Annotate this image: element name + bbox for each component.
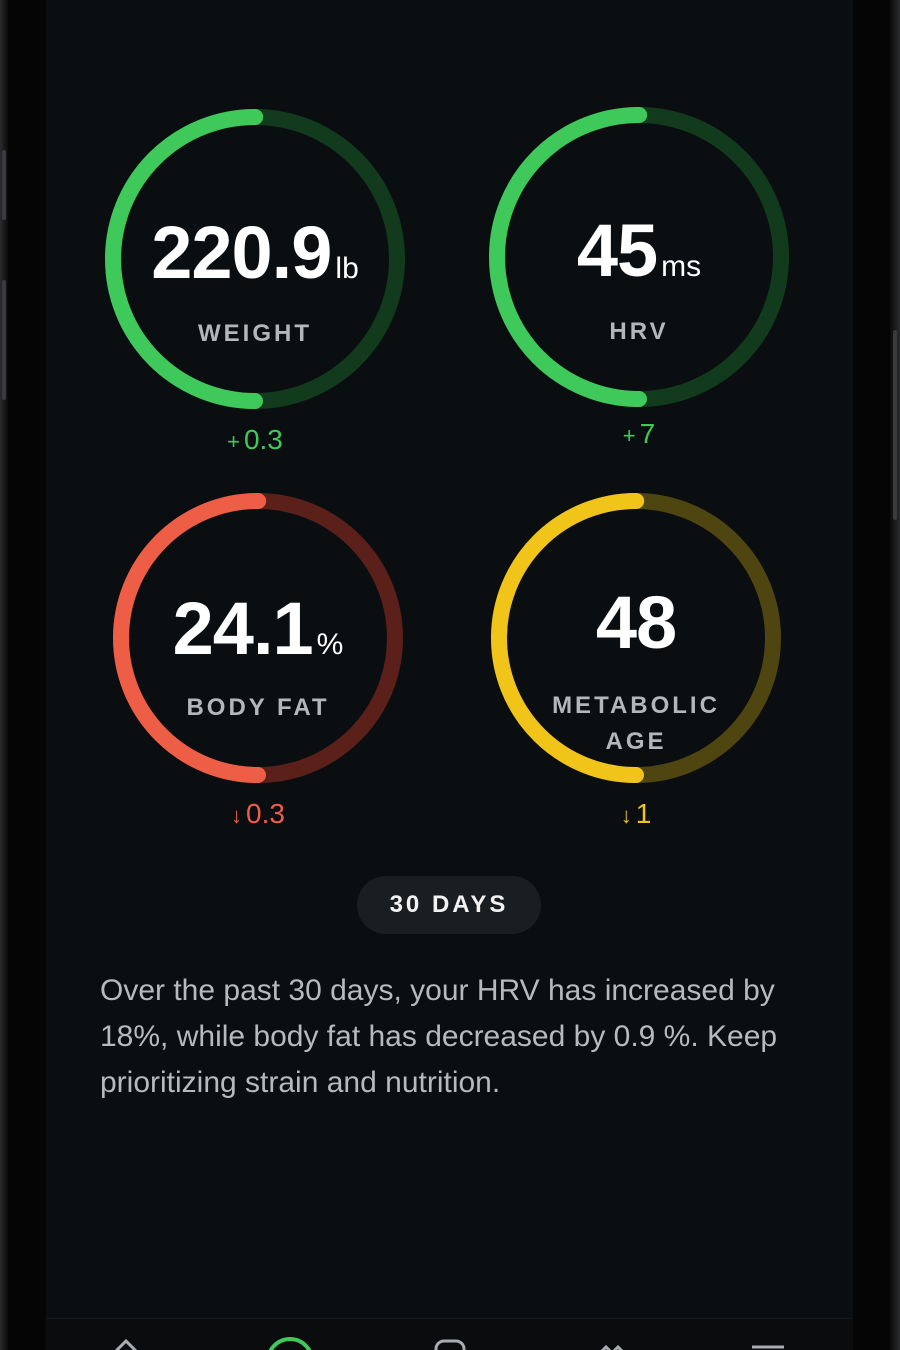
metabolic-age-card[interactable]: 48 METABOLIC AGE ↓ 1	[486, 490, 796, 870]
hrv-label: HRV	[484, 314, 794, 350]
body-fat-label: BODY FAT	[108, 690, 408, 726]
hrv-ring	[489, 107, 789, 407]
weight-label: WEIGHT	[100, 316, 410, 352]
phone-bezel-left	[0, 0, 8, 1350]
arrow-down-icon: ↓	[620, 803, 632, 828]
body-fat-ring-progress	[113, 493, 403, 783]
nav-health[interactable]	[592, 1333, 632, 1350]
volume-button	[2, 150, 6, 220]
nav-home[interactable]	[106, 1333, 146, 1350]
hrv-ring-progress	[489, 107, 789, 407]
body-fat-value: 24.1%	[108, 586, 408, 671]
power-button	[893, 330, 897, 520]
hrv-unit: ms	[661, 250, 702, 283]
screen: 220.9 lb WEIGHT +0.3 45 ms HRV +7	[46, 0, 853, 1350]
body-fat-ring	[113, 493, 403, 783]
weight-number: 220.9	[151, 211, 332, 294]
metabolic-age-delta-value: 1	[635, 798, 652, 829]
delta-plus-icon: +	[622, 423, 636, 448]
weight-delta-value: 0.3	[243, 424, 283, 455]
nav-more[interactable]	[748, 1333, 788, 1350]
phone-bezel-right	[890, 0, 900, 1350]
bottom-nav	[46, 1318, 853, 1350]
hrv-delta: +7	[484, 418, 794, 450]
metabolic-age-value: 48	[486, 580, 786, 665]
nav-chat[interactable]	[430, 1333, 470, 1350]
period-selector-button[interactable]: 30 DAYS	[357, 876, 541, 934]
hrv-value: 45 ms	[484, 208, 794, 293]
metabolic-age-label: METABOLIC AGE	[486, 688, 786, 760]
body-fat-card[interactable]: 24.1% BODY FAT ↓ 0.3	[108, 490, 418, 870]
hrv-card[interactable]: 45 ms HRV +7	[484, 102, 794, 482]
heart-icon	[600, 1344, 624, 1350]
metabolic-age-label-line-2: AGE	[605, 728, 667, 755]
activity-ring-icon	[268, 1337, 312, 1350]
menu-icon	[752, 1345, 784, 1349]
weight-ring-progress	[105, 109, 405, 409]
metabolic-age-ring-progress	[491, 493, 781, 783]
metabolic-age-ring	[491, 493, 781, 783]
summary-text: Over the past 30 days, your HRV has incr…	[100, 974, 778, 1099]
weight-ring	[105, 109, 405, 409]
body-fat-delta-value: 0.3	[246, 798, 285, 829]
arrow-down-icon: ↓	[231, 803, 243, 828]
weight-card[interactable]: 220.9 lb WEIGHT +0.3	[100, 104, 410, 484]
home-icon	[114, 1338, 138, 1350]
nav-recovery[interactable]	[260, 1333, 312, 1350]
chat-icon	[434, 1339, 466, 1350]
weight-value: 220.9 lb	[100, 210, 410, 295]
body-fat-unit: %	[316, 628, 344, 661]
body-fat-label-line: BODY FAT	[186, 694, 330, 721]
body-fat-number: 24.1	[172, 587, 314, 670]
metabolic-age-delta: ↓ 1	[486, 798, 786, 830]
weight-delta: +0.3	[100, 424, 410, 456]
volume-button	[2, 280, 6, 400]
hrv-delta-value: 7	[639, 418, 656, 449]
delta-plus-icon: +	[227, 429, 240, 454]
hrv-number: 45	[576, 209, 658, 292]
weight-label-line: WEIGHT	[198, 320, 312, 347]
metabolic-age-number: 48	[595, 581, 677, 664]
body-fat-delta: ↓ 0.3	[108, 798, 408, 830]
metabolic-age-label-line-1: METABOLIC	[552, 692, 720, 719]
hrv-label-line: HRV	[609, 318, 669, 345]
weight-unit: lb	[335, 252, 359, 285]
